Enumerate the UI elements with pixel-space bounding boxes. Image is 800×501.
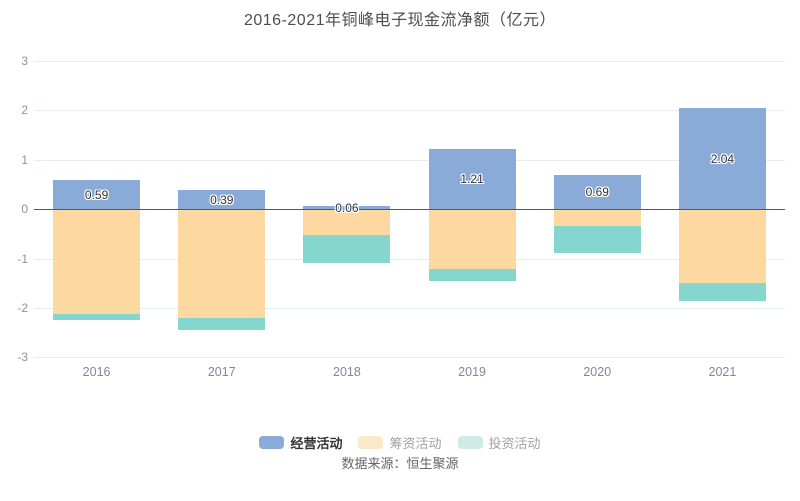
bar-segment-operating-2017[interactable] [178,189,266,210]
bar-segment-operating-2021[interactable] [678,108,766,210]
gridline [34,308,785,309]
gridline [34,357,785,359]
y-axis-label: -1 [17,251,28,266]
legend-label-investing: 投资活动 [488,436,541,451]
y-axis-label: -2 [17,301,28,315]
x-axis-label: 2019 [458,365,486,379]
legend-label-operating: 经营活动 [290,436,343,451]
bar-segment-operating-2018[interactable] [303,206,391,210]
zero-axis-line [34,209,785,211]
gridline [34,159,785,161]
bar-segment-financing-2018[interactable] [303,209,391,236]
bar-value-label: 2.04 [710,151,735,166]
bar-segment-operating-2020[interactable] [553,175,641,210]
bar-segment-investing-2018[interactable] [303,235,391,264]
x-axis-label: 2021 [708,365,737,379]
chart-title: 2016-2021年铜峰电子现金流净额（亿元） [243,12,557,29]
bar-segment-financing-2019[interactable] [428,209,516,270]
legend-item-financing[interactable]: 筹资活动 [358,433,442,452]
bar-segment-operating-2016[interactable] [53,180,141,210]
bar-value-label: 1.21 [460,172,484,187]
bar-segment-investing-2017[interactable] [178,318,266,331]
bar-segment-operating-2019[interactable] [428,149,516,210]
y-axis-label: 3 [21,54,28,68]
legend-label-financing: 筹资活动 [389,436,442,451]
bar-segment-investing-2016[interactable] [53,314,141,321]
bar-segment-financing-2020[interactable] [553,209,641,227]
gridline [34,110,785,112]
x-axis-label: 2017 [207,365,236,379]
legend-swatch-investing [457,436,483,449]
y-axis-label: 1 [21,152,28,167]
bar-value-label: 0.69 [585,185,609,200]
legend: 经营活动 筹资活动 投资活动 [0,433,800,452]
bar-segment-financing-2017[interactable] [178,209,266,319]
bar-segment-investing-2021[interactable] [678,282,766,301]
x-axis-label: 2018 [333,365,361,379]
legend-item-investing[interactable]: 投资活动 [457,433,541,452]
bar-segment-financing-2016[interactable] [53,209,141,315]
gridline [34,61,785,62]
bar-segment-investing-2019[interactable] [428,269,516,282]
legend-swatch-financing [358,436,384,449]
legend-swatch-operating [259,436,285,449]
bar-value-label: 0.59 [84,187,109,202]
legend-item-operating[interactable]: 经营活动 [259,433,342,452]
x-axis-label: 2020 [583,365,612,379]
bar-value-label: 0.06 [335,200,359,215]
bar-segment-financing-2021[interactable] [678,209,766,283]
gridline [34,258,785,260]
y-axis-label: -3 [17,350,28,365]
bar-value-label: 0.39 [210,192,234,207]
x-axis-label: 2016 [82,365,111,379]
bar-segment-investing-2020[interactable] [553,226,641,253]
y-axis-label: 0 [21,202,28,217]
data-source-text: 数据来源：恒生聚源 [341,456,459,471]
y-axis-label: 2 [21,103,28,118]
